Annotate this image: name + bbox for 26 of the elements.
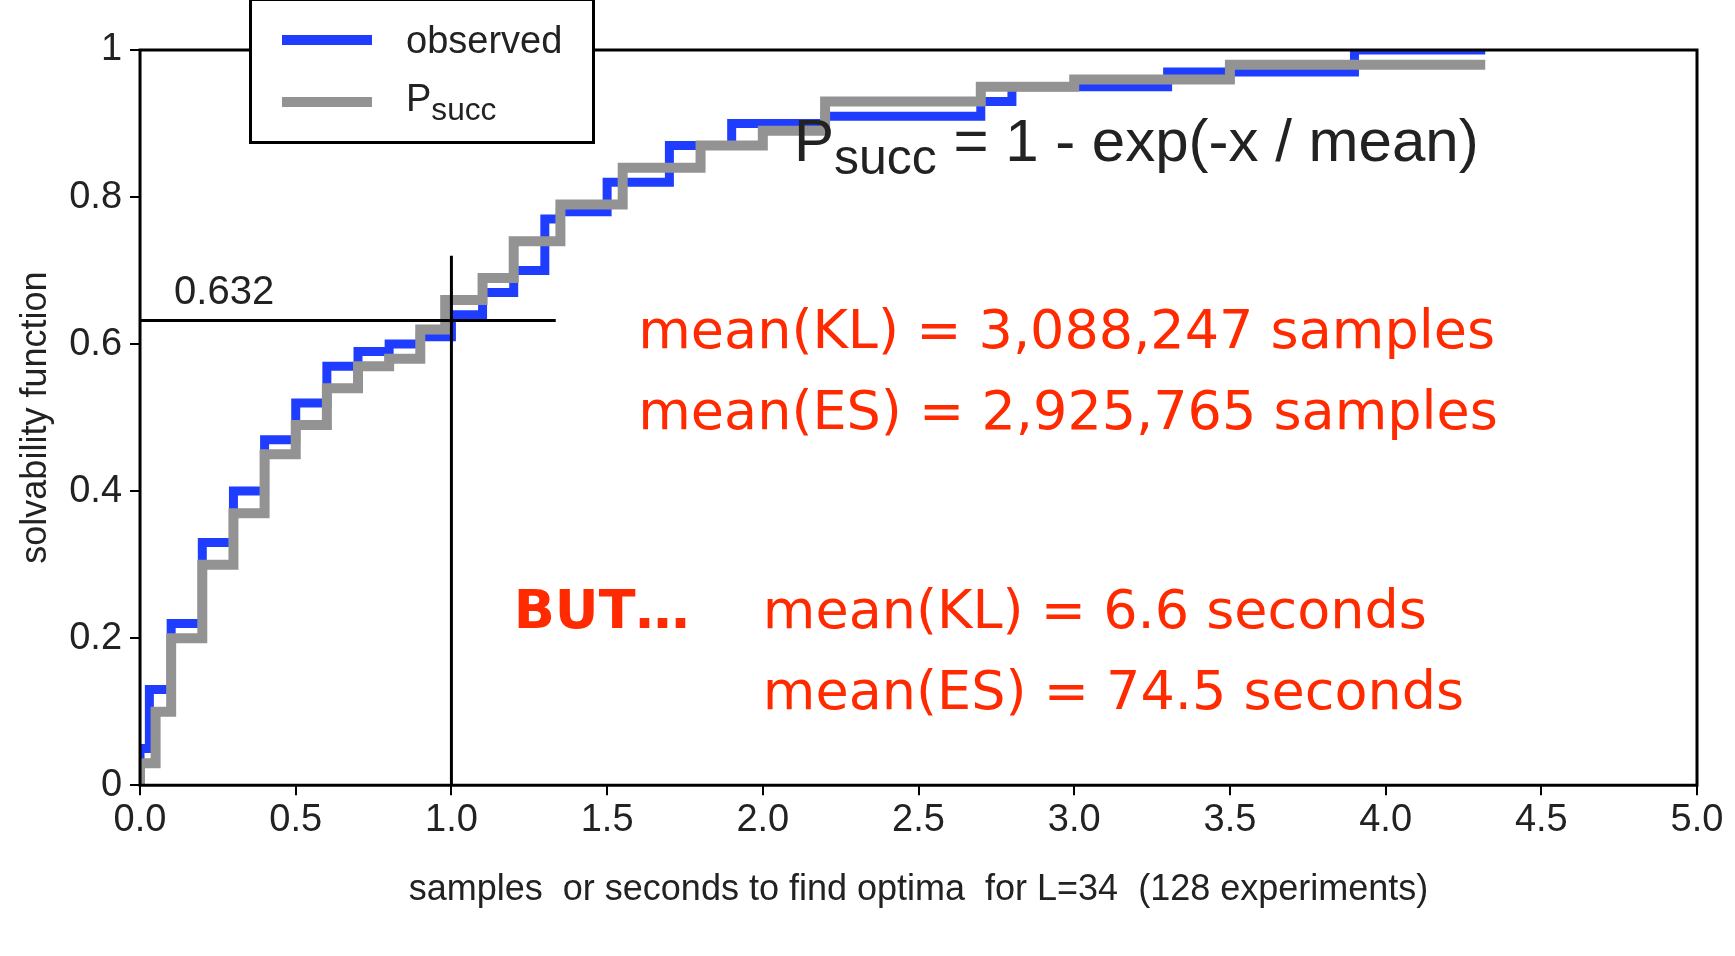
y-tick-label: 0.6 xyxy=(69,320,123,363)
y-axis-title: solvability function xyxy=(12,271,54,564)
x-tick-label: 1.0 xyxy=(425,797,478,840)
annotation: BUT… xyxy=(513,577,690,641)
ref-line-label: 0.632 xyxy=(174,267,275,312)
x-tick-label: 4.0 xyxy=(1359,797,1413,840)
y-tick-label: 0.4 xyxy=(69,467,123,510)
legend-label: P$_{succ}$ xyxy=(406,76,497,128)
legend-label: observed xyxy=(406,18,563,62)
x-tick-label: 0.5 xyxy=(269,797,323,840)
x-tick-label: 4.5 xyxy=(1514,797,1568,840)
y-tick-label: 0.8 xyxy=(69,173,123,216)
annotation: mean(ES) = 2,925,765 samples xyxy=(638,378,1498,442)
annotation: mean(KL) = 3,088,247 samples xyxy=(638,297,1496,361)
annotation: mean(ES) = 74.5 seconds xyxy=(762,658,1465,722)
x-tick-label: 2.5 xyxy=(892,797,945,840)
x-tick-label: 2.0 xyxy=(736,797,790,840)
annotation: P$_{succ}$ = 1 - exp(-x / mean) xyxy=(793,105,1479,186)
x-tick-label: 3.5 xyxy=(1203,797,1257,840)
y-tick-label: 0.2 xyxy=(69,614,123,657)
x-tick-label: 5.0 xyxy=(1670,797,1724,840)
annotation: mean(KL) = 6.6 seconds xyxy=(762,577,1427,641)
x-tick-label: 3.0 xyxy=(1047,797,1101,840)
y-tick-label: 1 xyxy=(100,26,123,69)
x-axis-title: samples or seconds to find optima for L=34 (128 experiments) xyxy=(408,867,1429,909)
x-tick-label: 1.5 xyxy=(580,797,634,840)
